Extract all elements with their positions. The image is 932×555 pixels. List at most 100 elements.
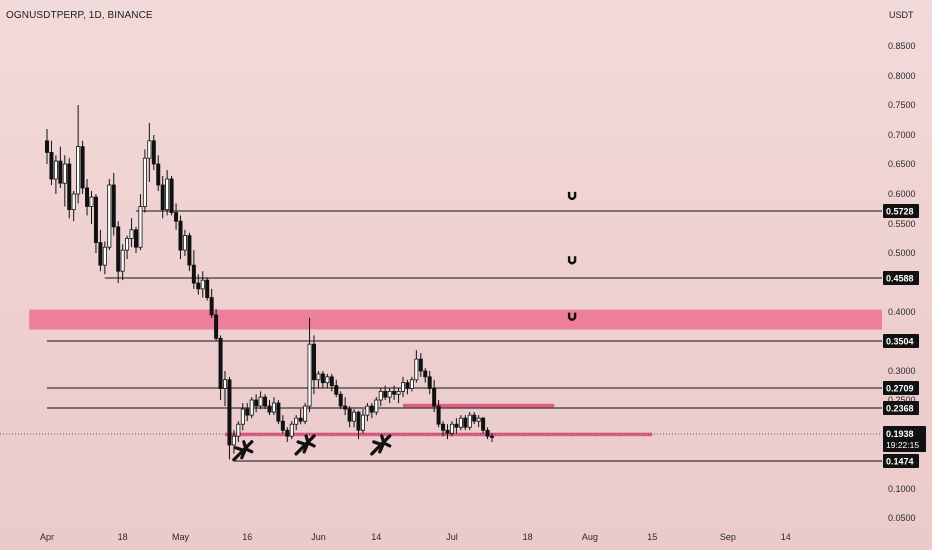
y-tick-label: 0.4000	[888, 307, 916, 317]
airplane-icon	[294, 434, 316, 456]
candle-body	[147, 140, 152, 159]
candle-body	[169, 178, 174, 213]
level-label: 0.5728	[886, 207, 914, 217]
candle-body	[311, 343, 316, 381]
airplane-icon	[370, 434, 392, 456]
candle-body	[400, 382, 405, 392]
candle-body	[116, 226, 121, 272]
x-tick-label: 14	[371, 532, 381, 542]
magnet-icon	[567, 191, 577, 201]
candle-body	[369, 405, 374, 413]
magnet-icon	[567, 312, 577, 321]
current-price-label-bg	[883, 426, 926, 452]
candle-body	[214, 314, 219, 339]
candle-body	[80, 146, 85, 189]
candle-body	[89, 196, 94, 207]
candle-body	[53, 160, 58, 180]
level-label-bg	[883, 454, 919, 468]
level-label: 0.2709	[886, 384, 914, 394]
candle-body	[245, 408, 250, 416]
candle-body	[267, 405, 272, 413]
candle-body	[320, 373, 325, 384]
candle-body	[191, 264, 196, 284]
y-tick-label: 0.3000	[888, 366, 916, 376]
y-tick-label: 0.5500	[888, 219, 916, 229]
y-tick-label: 0.8000	[888, 71, 916, 81]
x-tick-label: 14	[781, 532, 791, 542]
level-label: 0.3504	[886, 337, 914, 347]
candle-body	[209, 297, 214, 316]
level-label-bg	[883, 381, 919, 395]
level-label: 0.1474	[886, 457, 914, 467]
airplane-icon	[232, 440, 254, 462]
level-label: 0.2368	[886, 404, 914, 414]
level-label-bg	[883, 334, 919, 348]
candle-body	[334, 385, 339, 395]
candle-body	[489, 435, 494, 438]
candle-body	[432, 388, 437, 407]
candle-body	[85, 187, 90, 207]
candle-body	[200, 279, 205, 290]
candle-body	[276, 402, 281, 422]
candle-body	[409, 379, 414, 389]
candle-body	[254, 399, 259, 407]
candle-body	[98, 242, 103, 266]
candle-body	[387, 390, 392, 398]
candle-body	[271, 402, 276, 413]
y-tick-label: 0.6500	[888, 159, 916, 169]
level-label-bg	[883, 271, 919, 285]
candle-body	[187, 235, 192, 266]
candle-body	[125, 238, 130, 251]
candle-body	[325, 376, 330, 384]
candle-body	[129, 229, 134, 239]
candle-body	[405, 382, 410, 389]
y-tick-label: 0.8500	[888, 41, 916, 51]
candle-body	[231, 435, 236, 446]
candle-body	[280, 420, 285, 431]
x-tick-label: Jun	[311, 532, 326, 542]
level-label-bg	[883, 204, 919, 218]
candle-body	[383, 390, 388, 398]
candle-body	[418, 358, 423, 372]
candle-body	[285, 429, 290, 437]
candle-body	[329, 376, 334, 387]
candle-body	[58, 160, 63, 184]
y-tick-label: 0.7500	[888, 100, 916, 110]
candle-body	[205, 279, 210, 298]
candle-body	[458, 417, 463, 428]
candle-body	[303, 405, 308, 422]
candle-body	[427, 376, 432, 389]
candle-body	[160, 184, 165, 211]
candle-body	[294, 417, 299, 425]
x-tick-label: Jul	[446, 532, 458, 542]
candle-body	[174, 212, 179, 222]
candle-body	[165, 178, 170, 211]
supply-zone	[29, 309, 882, 330]
candle-body	[338, 393, 343, 407]
magnet-icon	[567, 256, 577, 265]
candle-body	[76, 146, 81, 195]
candle-body	[107, 184, 112, 248]
candle-body	[392, 390, 397, 395]
candle-body	[352, 411, 357, 422]
level-label: 0.4588	[886, 274, 914, 284]
level-label-bg	[883, 401, 919, 415]
candle-body	[240, 408, 245, 425]
y-tick-label: 0.5000	[888, 248, 916, 258]
y-tick-label: 0.0500	[888, 513, 916, 523]
candle-body	[449, 423, 454, 434]
candle-body	[481, 417, 486, 431]
candle-body	[414, 358, 419, 381]
candle-body	[178, 220, 183, 251]
candle-body	[222, 379, 227, 389]
y-tick-label: 0.6000	[888, 189, 916, 199]
candle-body	[374, 399, 379, 413]
candle-body	[45, 140, 50, 153]
candle-body	[236, 423, 241, 437]
x-tick-label: Aug	[582, 532, 598, 542]
candle-body	[445, 429, 450, 434]
candle-body	[423, 370, 428, 378]
candle-body	[67, 163, 72, 211]
